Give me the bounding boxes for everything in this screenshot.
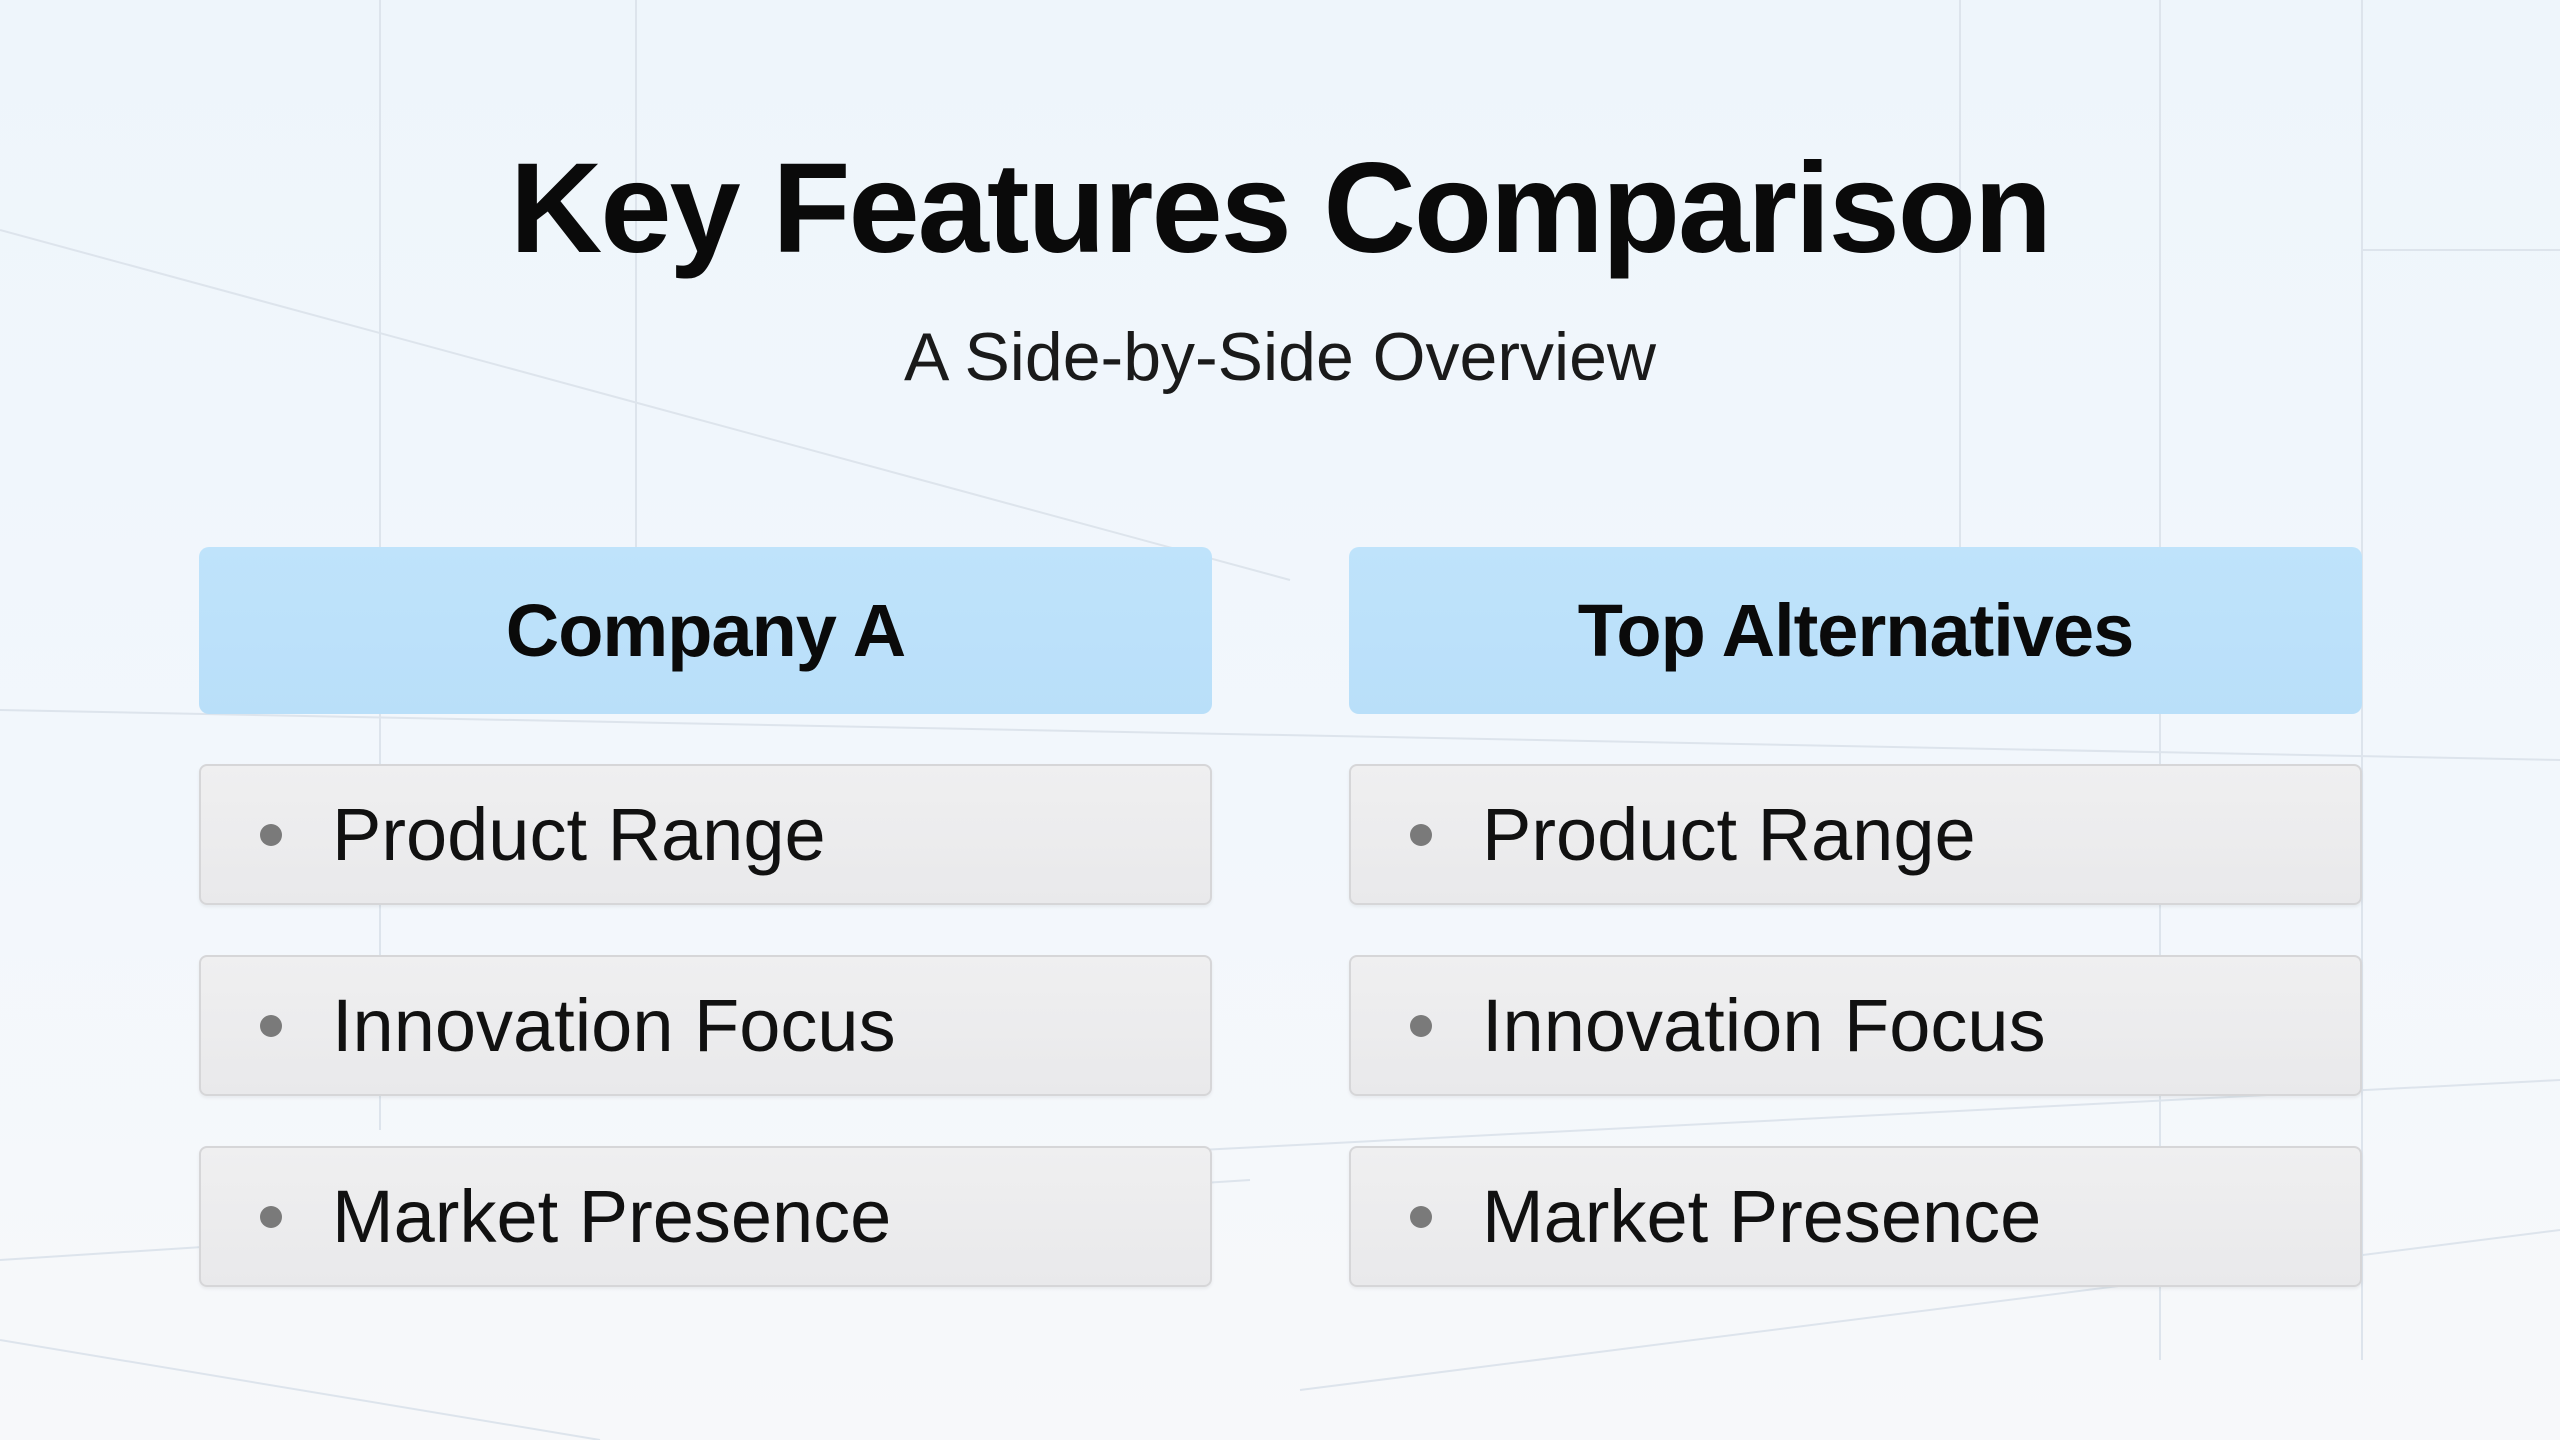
column-company-a: Company A Product Range Innovation Focus…: [199, 547, 1212, 1287]
feature-label: Product Range: [332, 793, 826, 876]
feature-item: Product Range: [1349, 764, 2362, 905]
bullet-icon: [260, 823, 282, 846]
feature-label: Market Presence: [1482, 1175, 2042, 1258]
feature-item: Innovation Focus: [199, 955, 1212, 1096]
bullet-icon: [1410, 1014, 1432, 1037]
feature-item: Product Range: [199, 764, 1212, 905]
feature-item: Market Presence: [1349, 1146, 2362, 1287]
feature-label: Innovation Focus: [1482, 984, 2046, 1067]
column-header: Company A: [199, 547, 1212, 714]
bullet-icon: [1410, 1205, 1432, 1228]
bullet-icon: [1410, 823, 1432, 846]
feature-item: Innovation Focus: [1349, 955, 2362, 1096]
bullet-icon: [260, 1205, 282, 1228]
feature-label: Product Range: [1482, 793, 1976, 876]
column-top-alternatives: Top Alternatives Product Range Innovatio…: [1349, 547, 2362, 1287]
page-subtitle: A Side-by-Side Overview: [903, 319, 1657, 395]
feature-item: Market Presence: [199, 1146, 1212, 1287]
page-title: Key Features Comparison: [509, 137, 2052, 280]
column-header: Top Alternatives: [1349, 547, 2362, 714]
feature-label: Innovation Focus: [332, 984, 896, 1067]
feature-label: Market Presence: [332, 1175, 892, 1258]
bullet-icon: [260, 1014, 282, 1037]
